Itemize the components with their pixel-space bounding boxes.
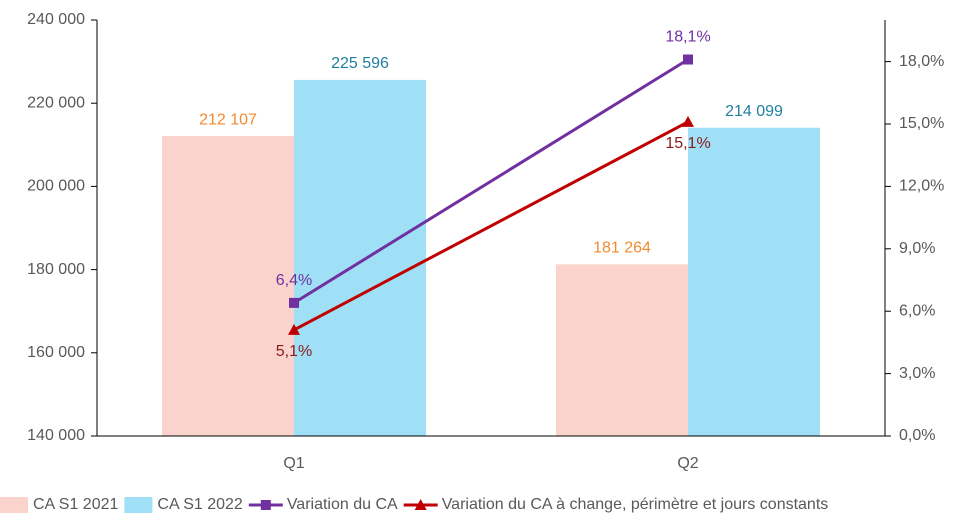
data-label: 5,1%: [276, 343, 312, 360]
bar: [688, 127, 820, 436]
y-tick-label: 220 000: [27, 94, 85, 111]
y-tick-label: 160 000: [27, 344, 85, 361]
x-tick-label: Q2: [677, 455, 698, 472]
y2-tick-label: 18,0%: [899, 53, 944, 70]
y2-tick-label: 9,0%: [899, 240, 935, 257]
y2-tick-label: 3,0%: [899, 365, 935, 382]
bar: [556, 264, 688, 436]
legend-label: CA S1 2022: [157, 496, 243, 513]
line-marker: [289, 297, 299, 308]
x-tick-label: Q1: [283, 455, 304, 472]
legend-marker: [260, 500, 271, 510]
legend-label: Variation du CA: [287, 496, 398, 513]
data-label: 214 099: [725, 103, 783, 120]
y-tick-label: 200 000: [27, 178, 85, 195]
data-label: 18,1%: [665, 29, 710, 46]
bar: [294, 79, 426, 436]
y-tick-label: 140 000: [27, 427, 85, 444]
y2-tick-label: 12,0%: [899, 178, 944, 195]
data-label: 6,4%: [276, 272, 312, 289]
line-marker: [682, 115, 694, 127]
legend-marker: [414, 499, 427, 510]
line-marker: [683, 54, 693, 65]
y2-tick-label: 0,0%: [899, 427, 935, 444]
y-tick-label: 240 000: [27, 11, 85, 28]
y2-tick-label: 15,0%: [899, 115, 944, 132]
data-label: 225 596: [331, 55, 389, 72]
bar: [162, 136, 294, 436]
line: [293, 58, 689, 305]
data-label: 15,1%: [665, 135, 710, 152]
y2-tick-label: 6,0%: [899, 302, 935, 319]
y-tick-label: 180 000: [27, 261, 85, 278]
legend-swatch: [124, 497, 153, 513]
legend-label: Variation du CA à change, périmètre et j…: [442, 496, 829, 513]
legend-swatch: [0, 497, 28, 513]
data-label: 212 107: [199, 111, 257, 128]
line-marker: [288, 323, 300, 335]
line: [293, 120, 689, 332]
legend-label: CA S1 2021: [33, 496, 119, 513]
data-label: 181 264: [593, 240, 651, 257]
